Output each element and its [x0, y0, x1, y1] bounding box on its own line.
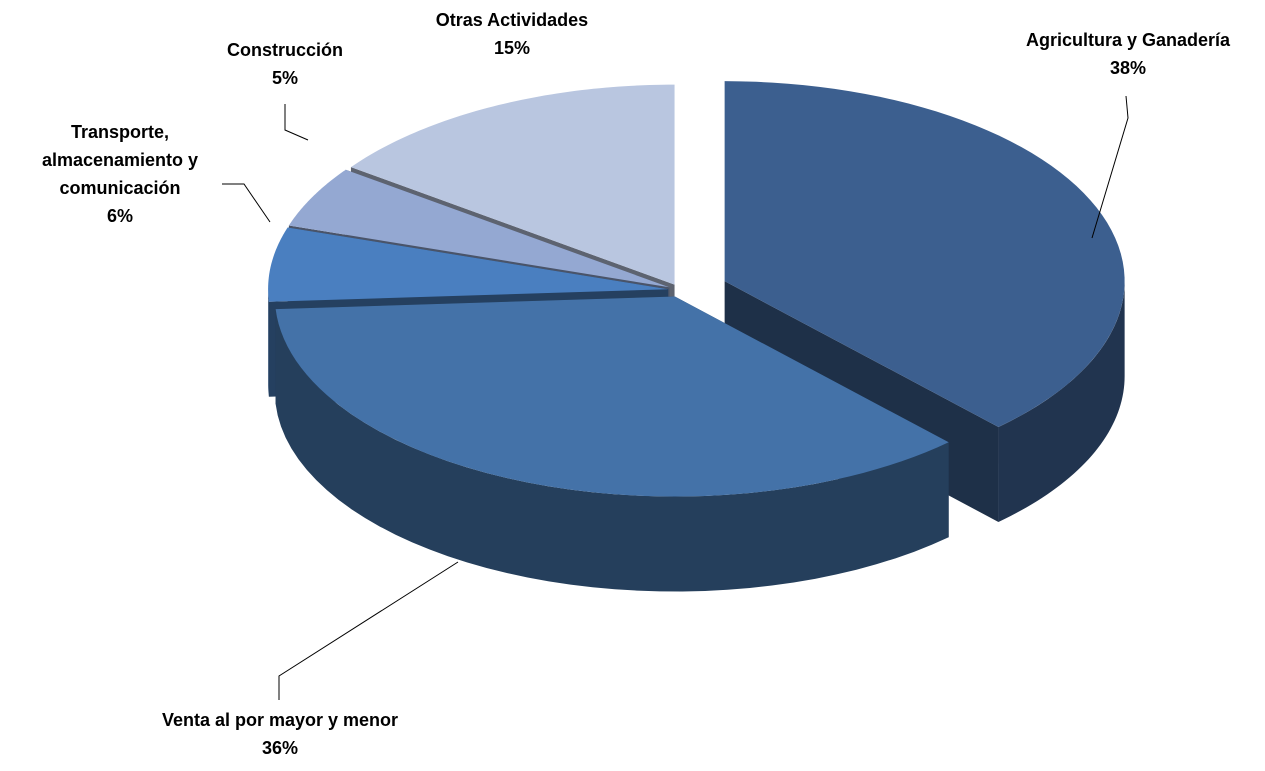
value-label: 36% — [261, 738, 299, 758]
slice — [350, 84, 675, 285]
slice-wall — [998, 281, 1125, 522]
slice — [724, 81, 1125, 427]
slice-wall — [268, 289, 269, 397]
leader-line — [222, 183, 271, 223]
leader-line — [1091, 95, 1129, 239]
slice-wall — [275, 309, 949, 592]
value-label: 6% — [106, 206, 133, 226]
category-label: Agricultura y Ganadería — [1025, 30, 1231, 50]
data-label: Transporte, almacenamiento y comunicació… — [5, 118, 235, 230]
slice — [275, 296, 949, 497]
data-label: Construcción 5% — [185, 36, 385, 92]
leader-line — [278, 561, 459, 700]
data-label: Venta al por mayor y menor 36% — [100, 706, 460, 762]
category-label: Transporte, almacenamiento y comunicació… — [41, 122, 199, 198]
leader-line — [284, 104, 309, 141]
value-label: 5% — [271, 68, 298, 88]
category-label: Otras Actividades — [435, 10, 589, 30]
data-label: Agricultura y Ganadería 38% — [968, 26, 1265, 82]
data-label: Otras Actividades 15% — [382, 6, 642, 62]
slice — [288, 169, 670, 288]
value-label: 15% — [493, 38, 531, 58]
pie — [268, 81, 1125, 592]
slice — [268, 227, 669, 302]
value-label: 38% — [1109, 58, 1147, 78]
category-label: Construcción — [226, 40, 343, 60]
category-label: Venta al por mayor y menor — [161, 710, 399, 730]
